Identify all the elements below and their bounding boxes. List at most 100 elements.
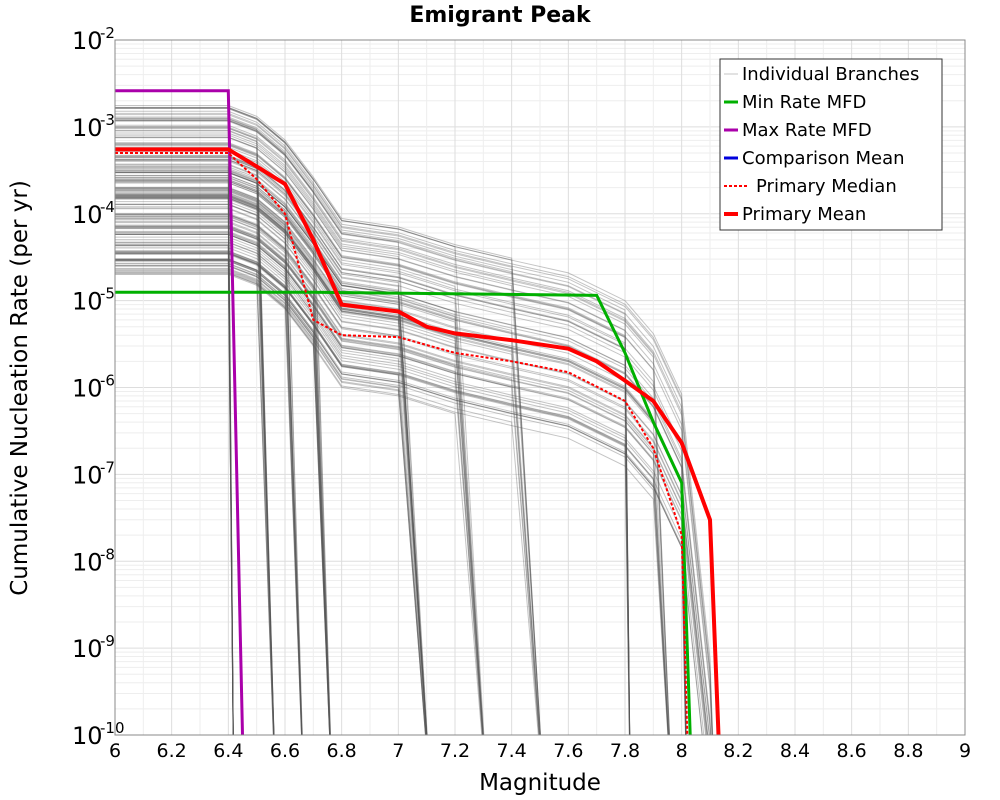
series-line-individual-branch — [115, 230, 303, 735]
series-group — [115, 89, 721, 735]
series-line-individual-branch — [115, 244, 234, 735]
series-line-individual-branch — [115, 169, 428, 735]
y-tick-exponent: -7 — [100, 458, 115, 476]
legend-label: Comparison Mean — [742, 148, 905, 169]
series-line-individual-branch — [115, 197, 234, 735]
y-tick-label: 10 — [72, 635, 103, 663]
series-line-individual-branch — [115, 252, 669, 735]
series-line-individual-branch — [115, 197, 427, 735]
series-line-individual-branch — [115, 197, 484, 735]
series-line-individual-branch — [115, 143, 713, 735]
plot-frame — [114, 39, 966, 736]
series-line-individual-branch — [115, 118, 303, 735]
series-line-max-rate-mfd — [115, 89, 244, 735]
series-line-individual-branch — [115, 258, 331, 735]
series-line-individual-branch — [115, 250, 630, 735]
x-axis-label: Magnitude — [479, 770, 601, 796]
series-line-individual-branch — [115, 269, 274, 735]
y-tick-label: 10 — [72, 27, 103, 55]
series-line-individual-branch — [115, 149, 631, 735]
series-line-individual-branch — [115, 110, 714, 735]
series-line-individual-branch — [115, 219, 234, 735]
series-line-individual-branch — [115, 243, 234, 735]
y-tick-label: 10 — [72, 461, 103, 489]
series-line-individual-branch — [115, 270, 331, 735]
series-line-individual-branch — [115, 130, 670, 735]
x-tick-label: 7.4 — [497, 740, 527, 762]
series-line-individual-branch — [115, 216, 234, 735]
series-line-individual-branch — [115, 242, 630, 735]
y-tick-exponent: -6 — [100, 372, 115, 390]
series-line-individual-branch — [115, 227, 707, 735]
series-line-individual-branch — [115, 218, 275, 735]
y-tick-label: 10 — [72, 288, 103, 316]
series-line-individual-branch — [115, 167, 234, 735]
series-line-individual-branch — [115, 175, 303, 735]
series-line-individual-branch — [115, 127, 275, 735]
series-line-individual-branch — [115, 137, 713, 735]
series-line-individual-branch — [115, 197, 234, 735]
series-line-individual-branch — [115, 178, 331, 735]
series-line-individual-branch — [115, 207, 709, 735]
series-line-individual-branch — [115, 143, 670, 735]
series-line-individual-branch — [115, 253, 303, 735]
series-line-individual-branch — [115, 174, 712, 735]
series-line-individual-branch — [115, 119, 331, 735]
series-line-individual-branch — [115, 258, 274, 735]
series-line-individual-branch — [115, 239, 483, 735]
series-line-individual-branch — [115, 273, 483, 735]
y-tick-exponent: -10 — [100, 719, 125, 737]
series-line-individual-branch — [115, 226, 331, 735]
series-line-individual-branch — [115, 117, 275, 735]
series-line-individual-branch — [115, 216, 331, 735]
series-line-individual-branch — [115, 265, 331, 735]
series-line-individual-branch — [115, 176, 484, 735]
series-line-individual-branch — [115, 213, 708, 735]
series-line-individual-branch — [115, 250, 303, 735]
series-line-individual-branch — [115, 124, 713, 735]
series-line-individual-branch — [115, 194, 234, 735]
series-line-individual-branch — [115, 227, 670, 735]
series-line-individual-branch — [115, 168, 428, 735]
series-line-individual-branch — [115, 129, 275, 735]
x-tick-label: 6 — [109, 740, 121, 762]
x-tick-label: 8.6 — [837, 740, 867, 762]
x-tick-label: 8.4 — [780, 740, 810, 762]
series-line-individual-branch — [115, 182, 428, 735]
series-line-individual-branch — [115, 169, 428, 735]
series-line-individual-branch — [115, 253, 687, 735]
series-line-individual-branch — [115, 146, 484, 735]
series-line-individual-branch — [115, 226, 540, 735]
y-axis-label: Cumulative Nucleation Rate (per yr) — [7, 180, 33, 596]
series-line-individual-branch — [115, 157, 275, 735]
series-line-individual-branch — [115, 241, 331, 735]
series-line-individual-branch — [115, 120, 631, 735]
series-line-individual-branch — [115, 166, 275, 735]
y-tick-exponent: -3 — [100, 111, 115, 129]
series-line-individual-branch — [115, 134, 428, 735]
series-line-individual-branch — [115, 180, 234, 735]
series-line-individual-branch — [115, 112, 687, 735]
series-line-individual-branch — [115, 195, 234, 735]
series-line-individual-branch — [115, 116, 631, 735]
series-line-individual-branch — [115, 170, 275, 735]
series-line-individual-branch — [115, 232, 687, 735]
series-line-individual-branch — [115, 251, 630, 735]
series-line-individual-branch — [115, 136, 631, 735]
series-line-individual-branch — [115, 144, 631, 735]
series-line-individual-branch — [115, 107, 485, 735]
y-tick-exponent: -2 — [100, 24, 115, 42]
series-line-individual-branch — [115, 136, 275, 735]
series-line-individual-branch — [115, 251, 669, 735]
legend-label: Individual Branches — [742, 64, 919, 85]
series-line-individual-branch — [115, 260, 687, 735]
series-line-individual-branch — [115, 224, 670, 735]
series-line-individual-branch — [115, 263, 669, 735]
series-line-individual-branch — [115, 194, 540, 735]
x-tick-label: 6.2 — [157, 740, 187, 762]
series-line-individual-branch — [115, 187, 303, 735]
series-line-individual-branch — [115, 245, 234, 735]
series-line-individual-branch — [115, 244, 234, 735]
series-line-individual-branch — [115, 180, 687, 735]
